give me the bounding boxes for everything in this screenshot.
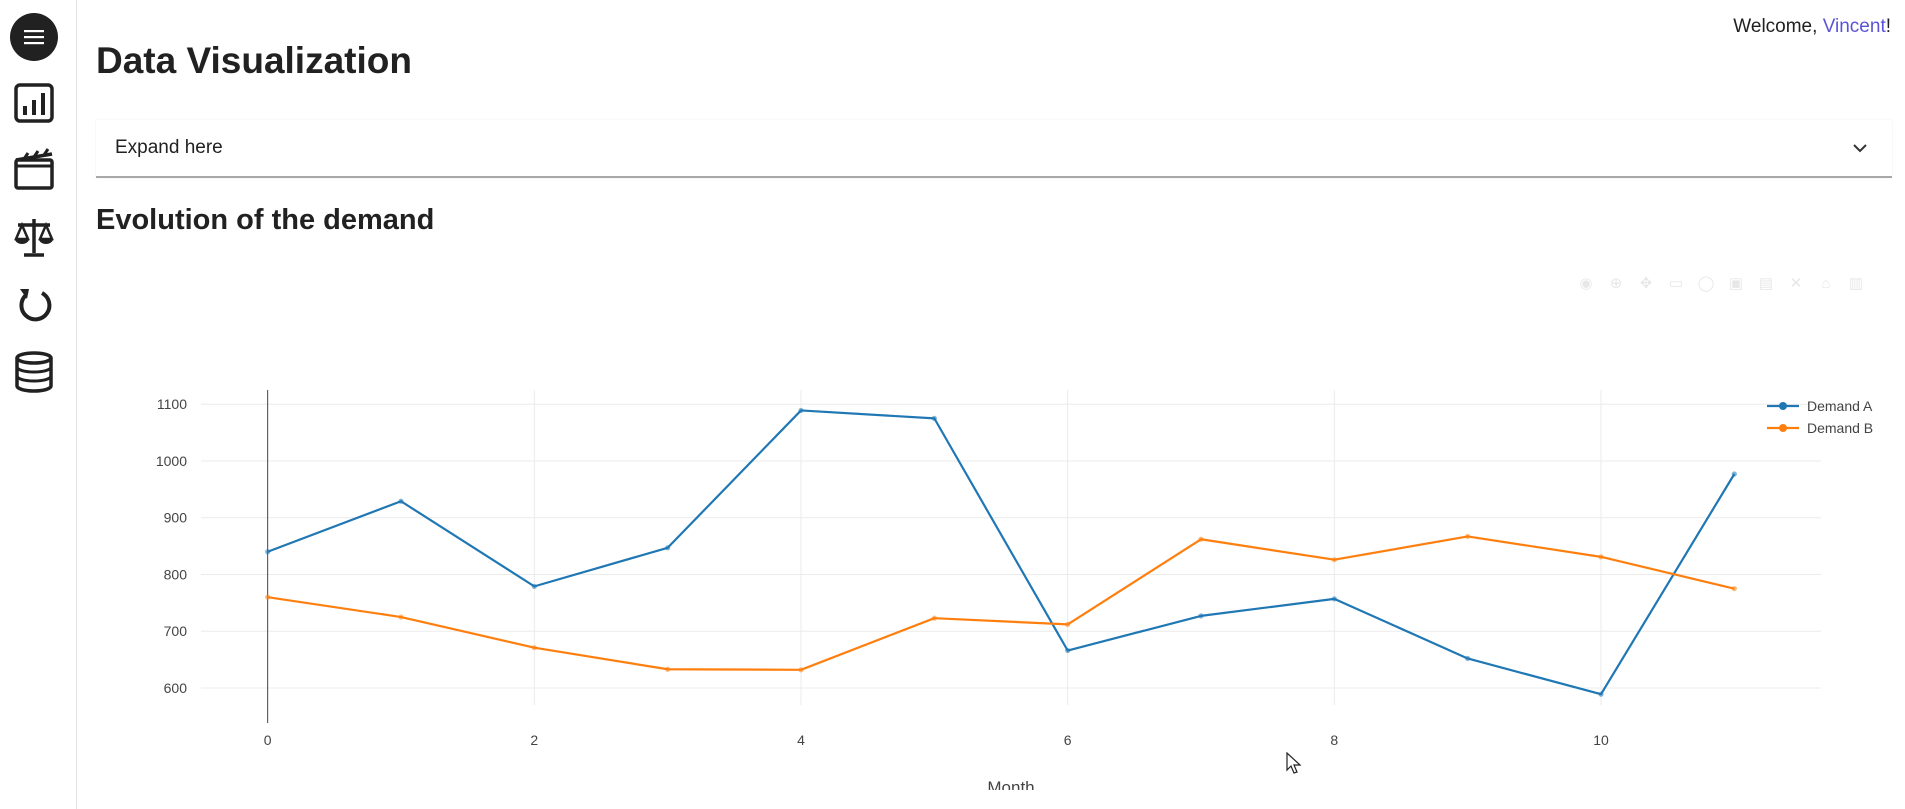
y-tick-label: 1100: [157, 396, 187, 412]
data-point: [931, 415, 937, 421]
data-point: [398, 614, 404, 620]
data-point: [1731, 586, 1737, 592]
data-point: [665, 545, 671, 551]
x-tick-label: 0: [264, 732, 272, 748]
expander-label: Expand here: [115, 137, 223, 158]
data-point: [1598, 691, 1604, 697]
lasso-select-icon[interactable]: ◯: [1697, 275, 1715, 292]
x-tick-label: 10: [1593, 732, 1609, 748]
autoscale-icon[interactable]: ✕: [1789, 275, 1803, 292]
box-select-icon[interactable]: ▭: [1668, 275, 1684, 292]
y-tick-label: 700: [164, 623, 188, 639]
legend-swatch-marker: [1779, 402, 1787, 410]
data-point: [1465, 533, 1471, 540]
chevron-down-icon: [1850, 138, 1870, 163]
sidebar: [0, 0, 77, 809]
legend-item-label: Demand B: [1807, 420, 1873, 436]
mouse-cursor-icon: [1286, 752, 1302, 774]
data-point: [398, 498, 404, 504]
home-icon[interactable]: ⌂: [1821, 274, 1831, 292]
expander[interactable]: Expand here: [96, 120, 1892, 178]
y-tick-label: 800: [164, 566, 188, 582]
legend-swatch-marker: [1779, 424, 1787, 432]
series-line-2: [267, 535, 1735, 671]
y-tick-label: 600: [164, 680, 188, 696]
welcome-message: Welcome, Vincent!: [1733, 16, 1891, 38]
welcome-suffix: !: [1885, 16, 1891, 37]
pan-icon[interactable]: ✥: [1639, 275, 1653, 292]
x-tick-label: 8: [1330, 732, 1338, 748]
chart-grid: [201, 390, 1821, 723]
data-point: [1065, 647, 1071, 654]
data-point: [1465, 655, 1471, 662]
data-point: [1331, 557, 1337, 563]
data-point: [931, 615, 937, 621]
bar-chart-icon: [14, 83, 54, 123]
x-tick-label: 4: [797, 732, 805, 748]
data-point: [1065, 621, 1071, 628]
sidebar-item-charts[interactable]: [10, 79, 58, 127]
page-title: Data Visualization: [96, 40, 412, 81]
zoom-in-icon[interactable]: ▣: [1728, 275, 1744, 292]
data-point: [665, 666, 671, 672]
data-point: [531, 583, 537, 589]
data-point: [1198, 613, 1204, 619]
welcome-prefix: Welcome,: [1733, 16, 1823, 37]
y-axis: 600 700 800 900 1000 1100: [156, 396, 187, 696]
y-tick-label: 1000: [156, 453, 187, 469]
camera-icon[interactable]: ◉: [1579, 275, 1593, 292]
sidebar-item-media[interactable]: [10, 146, 58, 194]
data-point: [798, 407, 804, 414]
chart-modebar: ◉ ⊕ ✥ ▭ ◯ ▣ ▤ ✕ ⌂ ▥: [1575, 272, 1867, 294]
sidebar-item-refresh[interactable]: [10, 281, 58, 329]
x-tick-label: 2: [530, 732, 538, 748]
database-icon: [15, 351, 53, 393]
data-point: [798, 667, 804, 673]
data-point: [531, 645, 537, 651]
chart-legend[interactable]: Demand A Demand B: [1767, 398, 1873, 436]
data-point: [1731, 471, 1737, 477]
legend-item-label: Demand A: [1807, 398, 1873, 414]
x-axis-label: Month: [987, 778, 1034, 790]
sidebar-item-database[interactable]: [10, 348, 58, 396]
data-point: [265, 549, 271, 555]
plotly-logo-icon[interactable]: ▥: [1848, 275, 1864, 292]
username-link[interactable]: Vincent: [1822, 16, 1886, 37]
series-line-1: [267, 409, 1736, 696]
sidebar-item-balance[interactable]: [10, 213, 58, 261]
zoom-icon[interactable]: ⊕: [1609, 275, 1623, 292]
data-point: [265, 594, 271, 600]
menu-icon: [10, 13, 58, 61]
x-axis: 0 2 4 6 8 10: [264, 732, 1609, 748]
data-point: [1598, 554, 1604, 560]
data-point: [1331, 596, 1337, 602]
scale-icon: [14, 219, 54, 257]
y-tick-label: 900: [164, 510, 188, 526]
sidebar-menu-button[interactable]: [10, 13, 58, 61]
refresh-icon: [19, 289, 52, 322]
section-title: Evolution of the demand: [96, 204, 435, 236]
x-tick-label: 6: [1064, 732, 1072, 748]
chart-series: [265, 407, 1737, 697]
clapperboard-icon: [14, 148, 54, 190]
zoom-out-icon[interactable]: ▤: [1758, 275, 1774, 292]
data-point: [1198, 536, 1204, 542]
